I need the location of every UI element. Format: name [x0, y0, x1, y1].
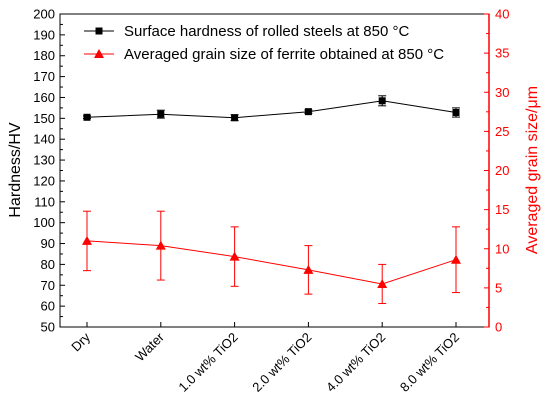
right-tick-label: 35 [495, 46, 509, 61]
left-tick-label: 60 [41, 299, 55, 314]
right-tick-label: 0 [495, 320, 502, 335]
data-point [83, 113, 91, 121]
series-layer [82, 95, 461, 305]
legend-label: Averaged grain size of ferrite obtained … [124, 46, 444, 63]
right-tick-label: 40 [495, 7, 509, 22]
data-point [451, 254, 461, 264]
series-line [86, 100, 457, 119]
left-tick-label: 100 [33, 215, 55, 230]
right-tick-label: 25 [495, 124, 509, 139]
series-1 [83, 95, 460, 122]
legend-item-2: Averaged grain size of ferrite obtained … [84, 46, 444, 63]
right-tick-label: 15 [495, 202, 509, 217]
left-tick-label: 130 [33, 153, 55, 168]
right-tick-label: 30 [495, 85, 509, 100]
data-point [452, 108, 460, 116]
x-tick-label: 1.0 wt% TiO2 [175, 330, 240, 395]
y-axis-label-left: Hardness/HV [7, 122, 24, 217]
x-tick-label: Water [132, 329, 167, 364]
left-tick-label: 70 [41, 278, 55, 293]
legend: Surface hardness of rolled steels at 850… [84, 23, 444, 63]
legend-item-1: Surface hardness of rolled steels at 850… [84, 23, 409, 40]
right-axis-ticks: 0 5 10 15 20 25 30 35 40 [484, 7, 509, 335]
right-tick-label: 20 [495, 163, 509, 178]
x-tick-label: 2.0 wt% TiO2 [249, 330, 314, 395]
right-tick-label: 10 [495, 241, 509, 256]
data-point [157, 110, 165, 118]
series-line [86, 240, 457, 285]
left-tick-label: 160 [33, 90, 55, 105]
left-tick-label: 180 [33, 48, 55, 63]
x-tick-label: 8.0 wt% TiO2 [397, 330, 462, 395]
data-point [304, 108, 312, 116]
data-point [229, 251, 240, 261]
data-point [303, 264, 314, 274]
data-point [155, 240, 166, 250]
legend-marker [95, 27, 103, 35]
left-tick-label: 190 [33, 27, 55, 42]
left-tick-label: 150 [33, 111, 55, 126]
data-point [377, 278, 388, 288]
y-axis-label-right: Averaged grain size/μm [524, 86, 541, 254]
left-tick-label: 110 [34, 194, 55, 209]
legend-label: Surface hardness of rolled steels at 850… [124, 23, 409, 40]
x-axis-ticks: Dry Water 1.0 wt% TiO2 2.0 wt% TiO2 4.0 wt% … [68, 322, 462, 395]
data-point [378, 97, 386, 105]
series-2 [82, 210, 461, 305]
x-tick-label: 4.0 wt% TiO2 [323, 330, 388, 395]
right-tick-label: 5 [495, 280, 502, 295]
x-tick-label: Dry [68, 329, 93, 354]
left-tick-label: 200 [33, 7, 55, 22]
left-tick-label: 80 [41, 257, 55, 272]
data-point [231, 114, 239, 122]
left-axis-ticks: 50 60 70 80 90 100 110 120 130 140 150 160 170 180 190… [33, 7, 65, 335]
left-tick-label: 90 [41, 236, 55, 251]
left-tick-label: 140 [33, 132, 55, 147]
legend-marker [94, 49, 104, 58]
left-tick-label: 120 [33, 173, 55, 188]
left-tick-label: 170 [33, 69, 55, 84]
data-point [82, 235, 92, 245]
left-tick-label: 50 [41, 320, 55, 335]
